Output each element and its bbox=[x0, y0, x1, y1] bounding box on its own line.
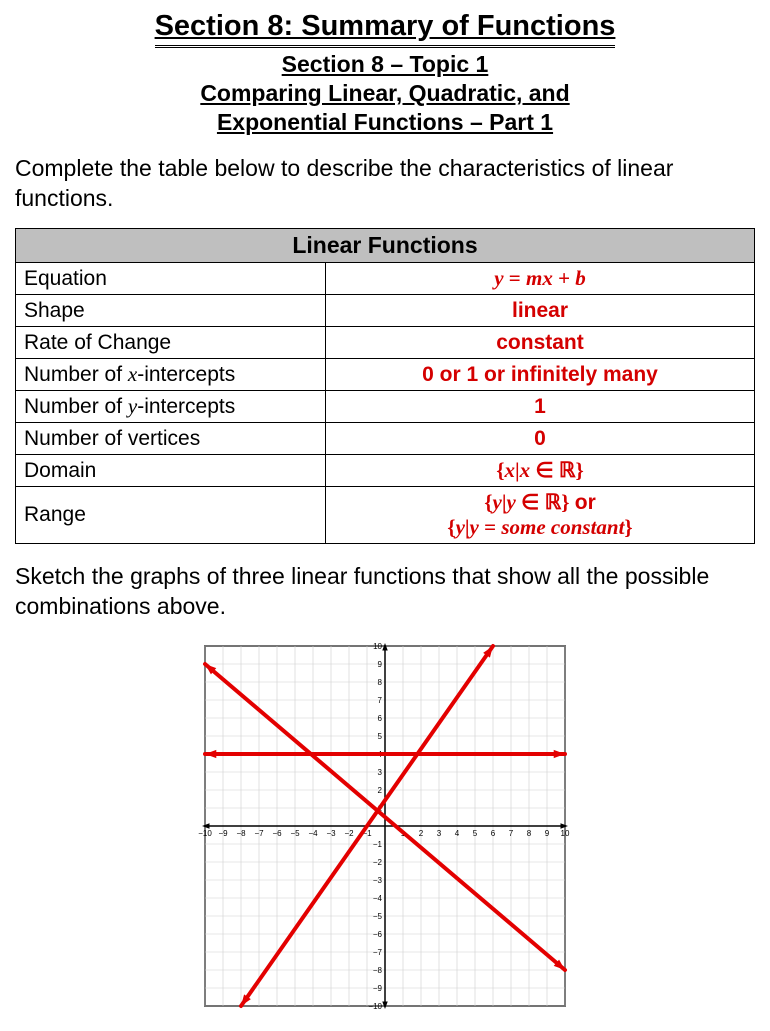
svg-text:8: 8 bbox=[378, 678, 383, 687]
graph-container: −10−9−8−7−6−5−4−3−2−112345678910−10−9−8−… bbox=[15, 636, 755, 1021]
row-label: Number of vertices bbox=[16, 423, 326, 455]
table-row: Equationy = mx + b bbox=[16, 263, 755, 295]
subtitle-1: Section 8 – Topic 1 bbox=[15, 50, 755, 79]
svg-text:7: 7 bbox=[378, 696, 383, 705]
svg-text:9: 9 bbox=[378, 660, 383, 669]
svg-text:−4: −4 bbox=[308, 829, 318, 838]
svg-text:5: 5 bbox=[378, 732, 383, 741]
table-row: Domain{x|x ∈ ℝ} bbox=[16, 455, 755, 487]
svg-text:−7: −7 bbox=[373, 948, 383, 957]
svg-text:−2: −2 bbox=[344, 829, 354, 838]
svg-text:−8: −8 bbox=[236, 829, 246, 838]
row-value: 1 bbox=[326, 391, 755, 423]
document-header: Section 8: Summary of Functions Section … bbox=[15, 10, 755, 136]
table-row: Range{y|y ∈ ℝ} or{y|y = some constant} bbox=[16, 487, 755, 544]
row-label: Shape bbox=[16, 295, 326, 327]
svg-text:4: 4 bbox=[455, 829, 460, 838]
row-value: 0 or 1 or infinitely many bbox=[326, 359, 755, 391]
table-row: Rate of Changeconstant bbox=[16, 327, 755, 359]
svg-text:10: 10 bbox=[561, 829, 570, 838]
table-title: Linear Functions bbox=[16, 229, 755, 263]
row-label: Range bbox=[16, 487, 326, 544]
svg-text:2: 2 bbox=[419, 829, 424, 838]
row-label: Equation bbox=[16, 263, 326, 295]
svg-text:10: 10 bbox=[373, 642, 382, 651]
subtitle-2: Comparing Linear, Quadratic, and bbox=[15, 79, 755, 108]
linear-functions-graph: −10−9−8−7−6−5−4−3−2−112345678910−10−9−8−… bbox=[195, 636, 575, 1016]
row-label: Domain bbox=[16, 455, 326, 487]
row-value: {x|x ∈ ℝ} bbox=[326, 455, 755, 487]
svg-text:−9: −9 bbox=[373, 984, 383, 993]
svg-text:2: 2 bbox=[378, 786, 383, 795]
svg-text:3: 3 bbox=[378, 768, 383, 777]
svg-text:−1: −1 bbox=[373, 840, 383, 849]
svg-text:−4: −4 bbox=[373, 894, 383, 903]
page-title: Section 8: Summary of Functions bbox=[155, 10, 616, 48]
table-row: Number of x-intercepts0 or 1 or infinite… bbox=[16, 359, 755, 391]
svg-text:−9: −9 bbox=[218, 829, 228, 838]
svg-text:−5: −5 bbox=[373, 912, 383, 921]
svg-text:−10: −10 bbox=[368, 1002, 382, 1011]
subtitle-3: Exponential Functions – Part 1 bbox=[15, 108, 755, 137]
row-value: {y|y ∈ ℝ} or{y|y = some constant} bbox=[326, 487, 755, 544]
svg-text:3: 3 bbox=[437, 829, 442, 838]
table-row: Number of y-intercepts1 bbox=[16, 391, 755, 423]
svg-text:−2: −2 bbox=[373, 858, 383, 867]
svg-text:8: 8 bbox=[527, 829, 532, 838]
table-row: Shapelinear bbox=[16, 295, 755, 327]
svg-text:−7: −7 bbox=[254, 829, 264, 838]
row-label: Rate of Change bbox=[16, 327, 326, 359]
svg-text:−6: −6 bbox=[272, 829, 282, 838]
row-label: Number of y-intercepts bbox=[16, 391, 326, 423]
svg-text:6: 6 bbox=[378, 714, 383, 723]
svg-text:−3: −3 bbox=[326, 829, 336, 838]
instruction-2: Sketch the graphs of three linear functi… bbox=[15, 562, 755, 622]
row-value: constant bbox=[326, 327, 755, 359]
svg-text:7: 7 bbox=[509, 829, 514, 838]
table-row: Number of vertices0 bbox=[16, 423, 755, 455]
svg-text:−5: −5 bbox=[290, 829, 300, 838]
row-value: linear bbox=[326, 295, 755, 327]
svg-text:−10: −10 bbox=[198, 829, 212, 838]
svg-text:6: 6 bbox=[491, 829, 496, 838]
svg-text:5: 5 bbox=[473, 829, 478, 838]
linear-functions-table: Linear Functions Equationy = mx + bShape… bbox=[15, 228, 755, 544]
instruction-1: Complete the table below to describe the… bbox=[15, 154, 755, 214]
row-value: y = mx + b bbox=[326, 263, 755, 295]
svg-text:9: 9 bbox=[545, 829, 550, 838]
svg-text:−3: −3 bbox=[373, 876, 383, 885]
row-value: 0 bbox=[326, 423, 755, 455]
row-label: Number of x-intercepts bbox=[16, 359, 326, 391]
svg-text:−8: −8 bbox=[373, 966, 383, 975]
svg-text:−6: −6 bbox=[373, 930, 383, 939]
